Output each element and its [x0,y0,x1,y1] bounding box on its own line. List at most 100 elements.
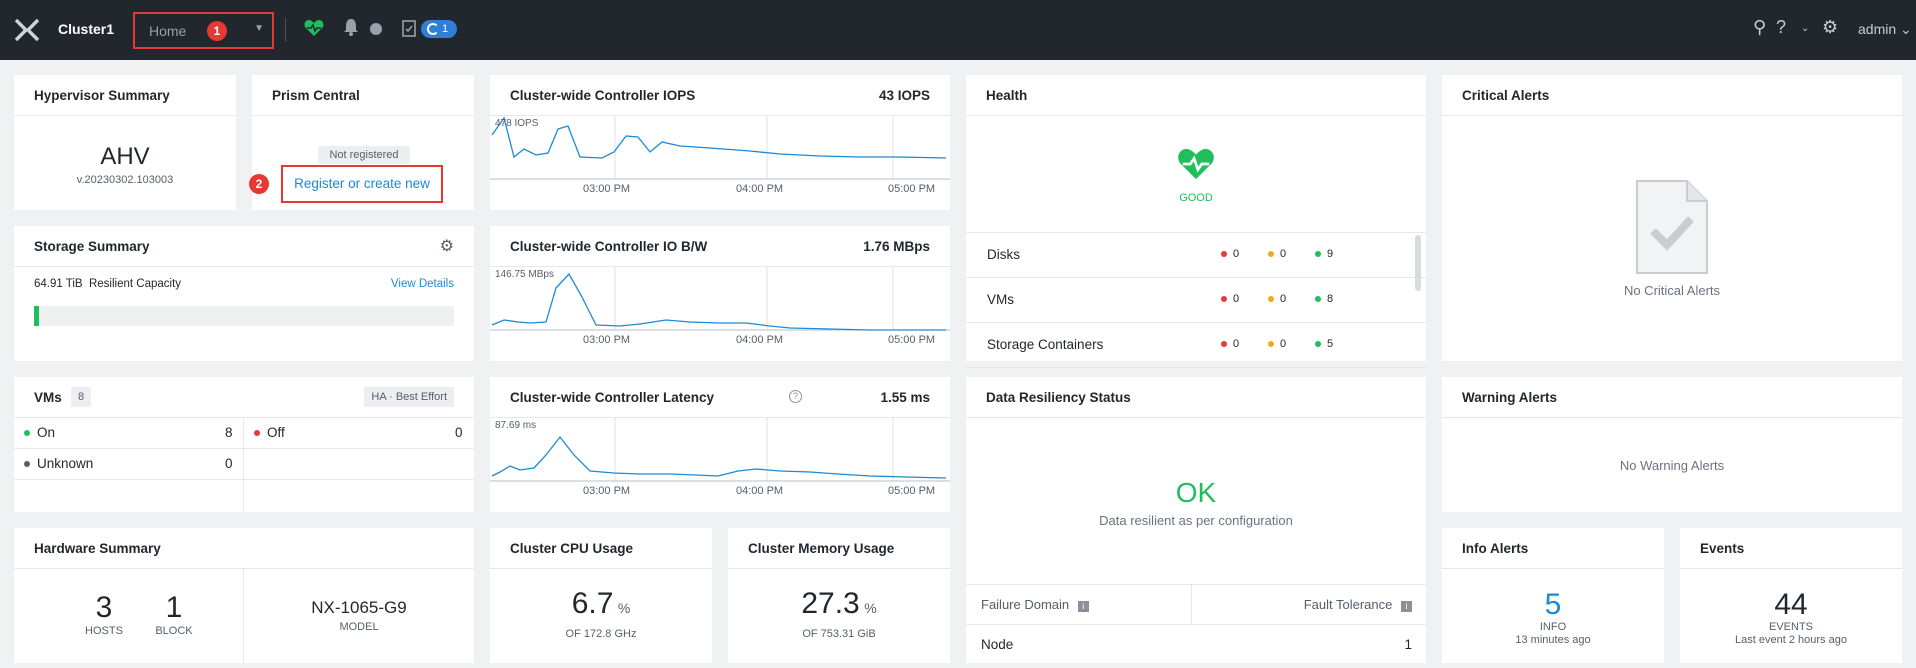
model-label: MODEL [339,621,379,633]
divider [728,568,950,569]
widget-title: Events [1700,541,1745,556]
event-count[interactable]: 44 [1774,588,1808,621]
help-icon[interactable]: ? [1776,17,1787,37]
critical-alerts-widget[interactable]: Critical Alerts No Critical Alerts [1442,75,1902,361]
health-heart-icon[interactable] [304,19,324,37]
good-count-value: 9 [1327,248,1334,260]
home-dropdown[interactable]: Home 1 ▼ [133,12,274,49]
memory-capacity: OF 753.31 GiB [802,628,876,640]
vm-unknown-count: 0 [225,456,233,471]
step-badge-2: 2 [249,174,269,194]
controller-io-bw-widget[interactable]: Cluster-wide Controller IO B/W 1.76 MBps… [490,226,950,361]
search-icon[interactable]: ⚲ [1753,17,1767,37]
running-tasks-badge[interactable]: 1 [421,20,457,38]
resilient-capacity: 64.91 TiB Resilient Capacity [34,278,181,290]
scrollbar-thumb[interactable] [1415,235,1421,291]
health-widget[interactable]: Health GOOD Disks 0 0 9 VMs 0 0 8 Storage Contai… [966,75,1426,368]
x-tick-label: 05:00 PM [888,485,936,497]
critical-count: 0 [1221,248,1239,260]
health-row[interactable]: VMs 0 0 8 [966,278,1426,323]
blocks-stat: 1 BLOCK [144,591,204,637]
controller-latency-widget[interactable]: Cluster-wide Controller Latency ? 1.55 m… [490,377,950,512]
info-icon[interactable]: i [1077,601,1089,612]
model-name: NX-1065-G9 [311,598,407,617]
vm-on-text: On [37,425,56,440]
divider [490,115,950,116]
resiliency-description: Data resilient as per configuration [1099,513,1293,528]
user-menu[interactable]: admin ⌄ [1858,21,1912,37]
divider [490,417,950,418]
warning-count-value: 0 [1280,248,1287,260]
vms-widget[interactable]: VMs 8 HA · Best Effort On 8 Off 0 Unknow… [14,377,474,512]
cluster-memory-usage-widget[interactable]: Cluster Memory Usage 27.3 % OF 753.31 Gi… [728,528,950,663]
divider [14,448,474,449]
widget-title: VMs [34,390,62,405]
info-alert-time: 13 minutes ago [1515,634,1591,646]
iops-chart [490,116,950,180]
prism-central-widget[interactable]: Prism Central Not registered 2 Register … [249,75,474,210]
good-count: 5 [1315,338,1333,350]
blocks-count: 1 [165,591,183,624]
peak-value-label: 146.75 MBps [495,269,554,280]
view-details-link[interactable]: View Details [390,278,454,290]
divider [966,115,1426,116]
widget-title: Data Resiliency Status [986,390,1131,405]
event-time: Last event 2 hours ago [1735,634,1847,646]
divider [490,266,950,267]
divider [966,417,1426,418]
divider [1442,115,1902,116]
health-row[interactable]: Storage Containers 0 0 5 [966,323,1426,368]
x-tick-label: 03:00 PM [583,183,631,195]
info-alerts-widget[interactable]: Info Alerts 5 INFO 13 minutes ago [1442,528,1664,663]
info-alert-count[interactable]: 5 [1544,588,1562,621]
help-chevron-down-icon[interactable]: ⌄ [1801,23,1810,34]
info-icon[interactable]: i [1401,601,1412,612]
help-icon[interactable]: ? [789,390,802,403]
fault-tolerance-label: Fault Tolerance [1303,597,1393,612]
controller-iops-widget[interactable]: Cluster-wide Controller IOPS 43 IOPS 478… [490,75,950,210]
hosts-stat: 3 HOSTS [74,591,134,637]
hardware-summary-widget[interactable]: Hardware Summary 3 HOSTS 1 BLOCK NX-1065… [14,528,474,663]
current-iops: 43 IOPS [878,88,930,103]
health-entity-name: VMs [987,292,1014,307]
cpu-unit: % [617,600,631,616]
alerts-bell-icon[interactable] [343,18,359,36]
current-latency: 1.55 ms [880,390,930,405]
warning-count: 0 [1268,338,1286,350]
red-dot-icon [1221,296,1227,303]
widget-title: Hardware Summary [34,541,161,556]
memory-usage: 27.3 % [728,587,950,621]
warning-alerts-widget[interactable]: Warning Alerts No Warning Alerts [1442,377,1902,512]
ha-label: HA [371,391,387,403]
vm-off-label: Off [254,425,285,440]
home-dropdown-label: Home [149,23,187,39]
cluster-cpu-usage-widget[interactable]: Cluster CPU Usage 6.7 % OF 172.8 GHz [490,528,712,663]
tasks-clipboard-icon[interactable] [402,19,416,37]
health-row[interactable]: Disks 0 0 9 [966,233,1426,278]
warning-count: 0 [1268,293,1286,305]
storage-summary-widget[interactable]: Storage Summary ⚙ 64.91 TiB Resilient Ca… [14,226,474,361]
cluster-name[interactable]: Cluster1 [58,21,115,37]
navbar-divider [285,18,286,42]
hypervisor-summary-widget[interactable]: Hypervisor Summary AHV v.20230302.103003 [14,75,236,210]
green-dot-icon [1315,296,1321,303]
gear-icon[interactable]: ⚙ [439,238,454,255]
vm-count-badge: 8 [71,387,91,407]
off-dot-icon [254,430,260,437]
divider [243,568,244,663]
on-dot-icon [24,430,30,437]
empty-state-text: No Critical Alerts [1623,283,1721,298]
top-navbar: Cluster1 Home 1 ▼ 1 ⚲ ? ⌄ ⚙ admin ⌄ [0,0,1916,60]
good-count-value: 8 [1327,293,1334,305]
ha-mode: Best Effort [395,391,447,403]
nutanix-logo-icon[interactable] [14,18,40,42]
register-link[interactable]: Register or create new [294,176,430,191]
chart-series-line [491,116,947,159]
data-resiliency-widget[interactable]: Data Resiliency Status OK Data resilient… [966,377,1426,663]
step-badge-1: 1 [207,21,227,41]
green-dot-icon [1315,341,1321,348]
widget-title: Cluster CPU Usage [510,541,634,556]
health-entity-name: Disks [987,247,1020,262]
gear-icon[interactable]: ⚙ [1822,17,1839,37]
events-widget[interactable]: Events 44 EVENTS Last event 2 hours ago [1680,528,1902,663]
